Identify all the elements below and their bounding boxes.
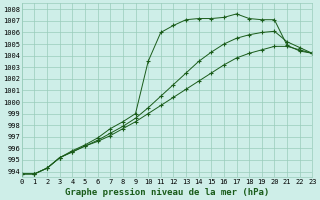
X-axis label: Graphe pression niveau de la mer (hPa): Graphe pression niveau de la mer (hPa) (65, 188, 269, 197)
